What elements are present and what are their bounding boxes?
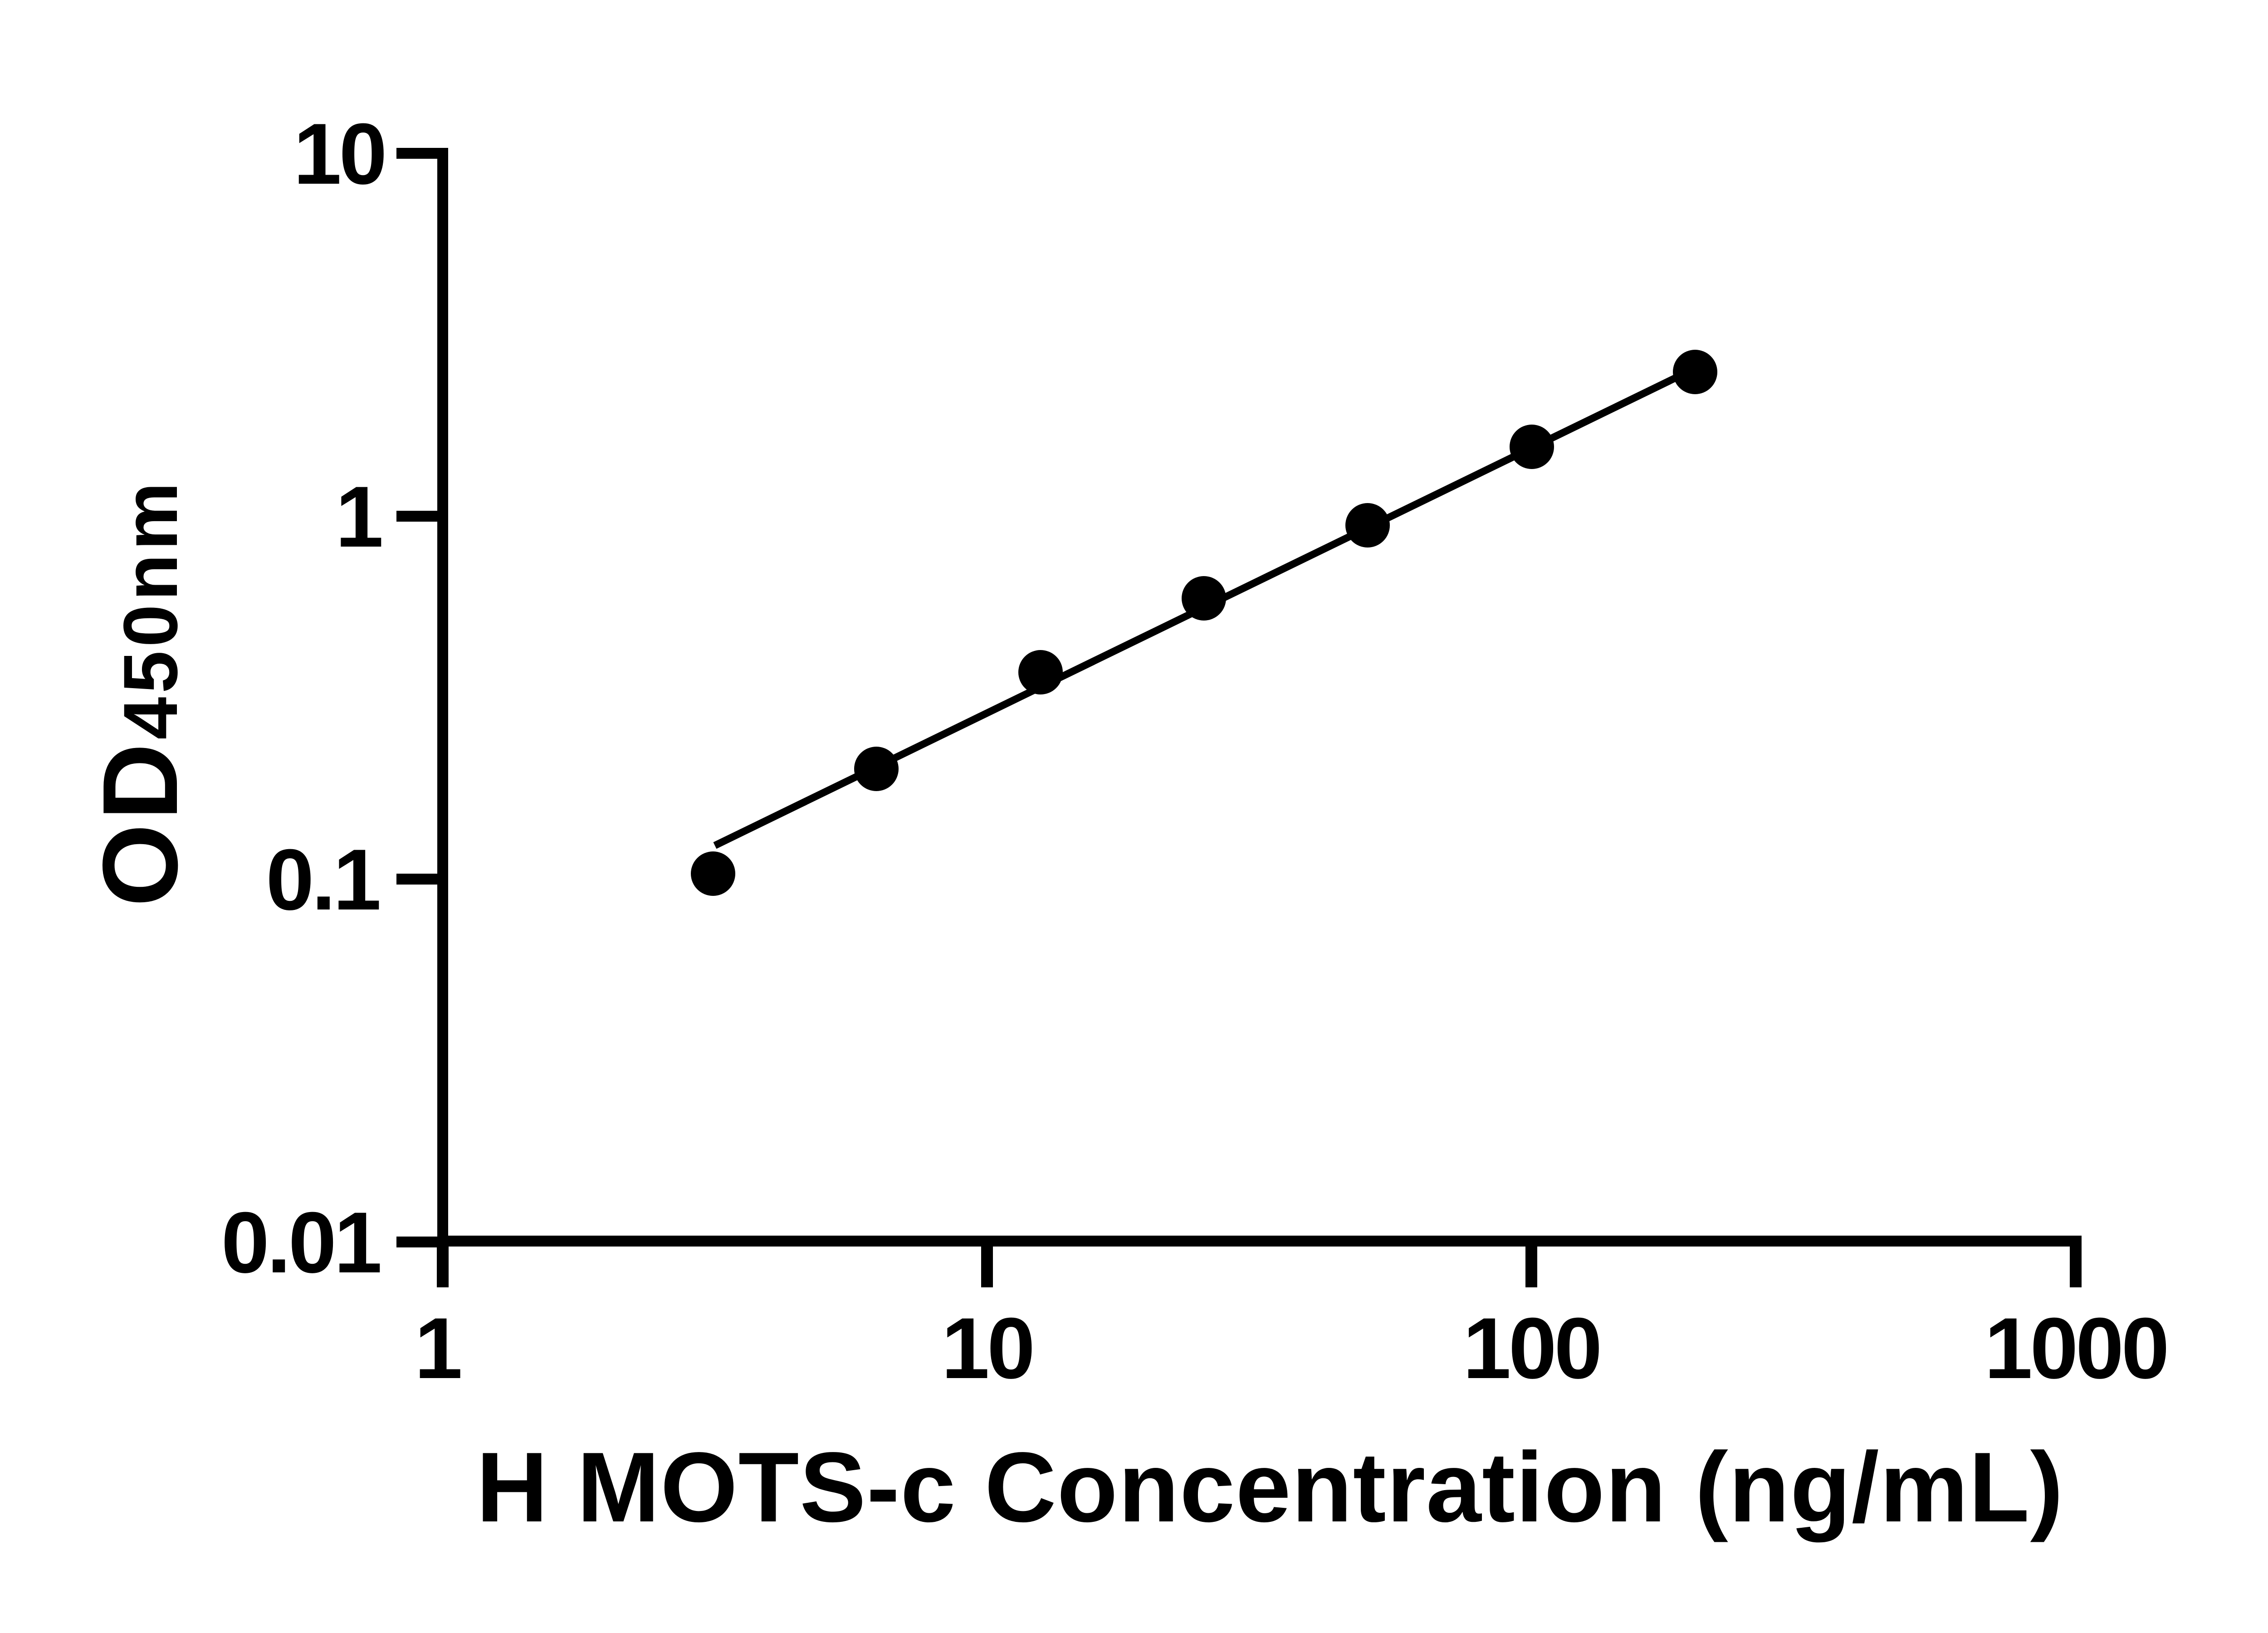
- svg-text:0.01: 0.01: [221, 1194, 380, 1291]
- svg-text:100: 100: [1463, 1300, 1600, 1397]
- svg-text:10: 10: [941, 1300, 1032, 1397]
- svg-text:H MOTS-c Concentration (ng/mL): H MOTS-c Concentration (ng/mL): [476, 1432, 2064, 1543]
- svg-text:10: 10: [293, 106, 385, 202]
- svg-text:1: 1: [415, 1300, 460, 1397]
- svg-text:1000: 1000: [1984, 1300, 2167, 1397]
- svg-text:0.1: 0.1: [266, 831, 379, 928]
- svg-text:1: 1: [335, 469, 381, 565]
